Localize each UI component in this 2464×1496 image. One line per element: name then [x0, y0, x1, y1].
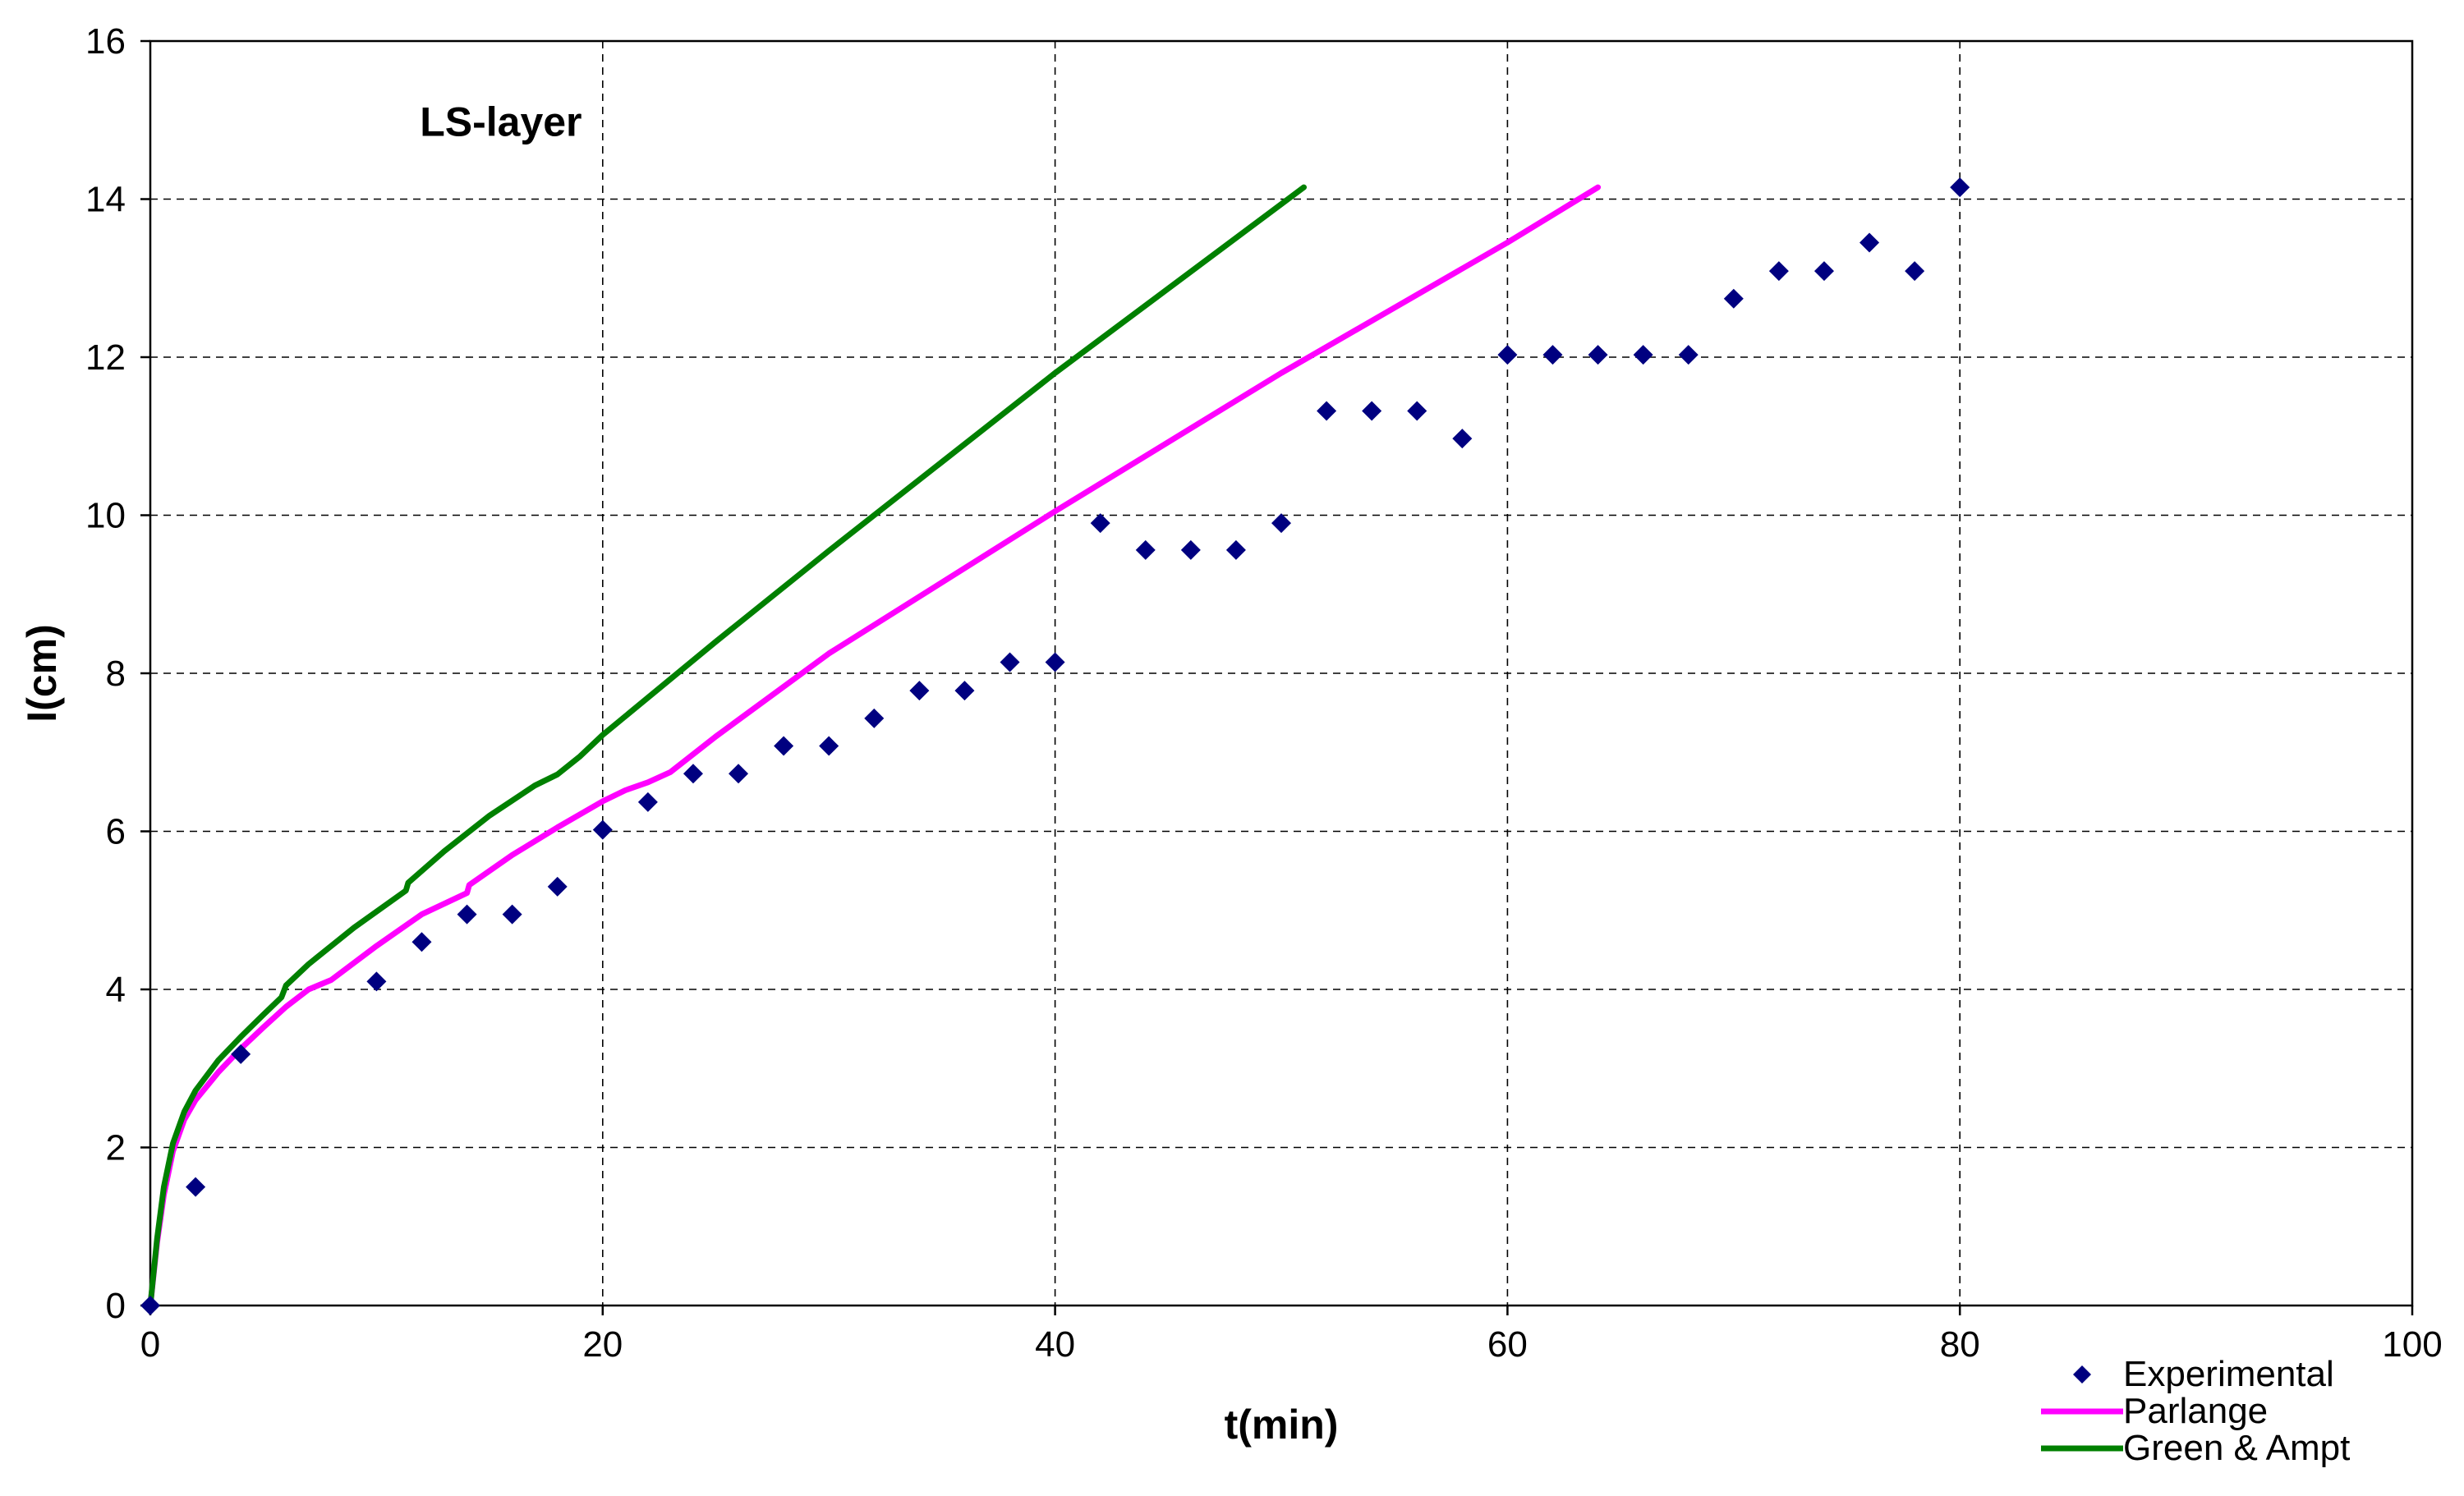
chart-annotation: LS-layer — [420, 99, 582, 145]
data-point-experimental — [774, 736, 794, 756]
data-point-experimental — [909, 681, 930, 701]
legend-label-green-ampt: Green & Ampt — [2123, 1428, 2350, 1468]
data-point-experimental — [954, 681, 975, 701]
data-point-experimental — [1497, 345, 1518, 365]
tick-labels: 0 2 4 6 8 10 12 14 16 0 20 40 60 80 100 — [85, 21, 2443, 1365]
data-point-experimental — [864, 708, 885, 728]
y-tick-label: 0 — [106, 1286, 126, 1326]
legend-label-parlange: Parlange — [2123, 1391, 2268, 1431]
y-tick-label: 4 — [106, 970, 126, 1010]
data-point-experimental — [1905, 261, 1925, 282]
data-point-experimental — [366, 971, 387, 992]
data-point-experimental — [1180, 539, 1201, 560]
data-point-experimental — [1950, 177, 1970, 198]
data-point-experimental — [1090, 513, 1110, 534]
x-tick-label: 40 — [1035, 1324, 1075, 1365]
data-point-experimental — [1407, 401, 1427, 421]
data-point-experimental — [1135, 539, 1156, 560]
data-point-experimental — [1362, 401, 1382, 421]
data-point-experimental — [1814, 261, 1834, 282]
x-axis-title: t(min) — [1225, 1402, 1339, 1448]
data-point-experimental — [1045, 652, 1065, 672]
data-point-experimental — [140, 1296, 160, 1315]
data-point-experimental — [592, 819, 613, 840]
data-point-experimental — [1678, 345, 1699, 365]
data-point-experimental — [1000, 652, 1020, 672]
y-tick-label: 10 — [85, 496, 126, 536]
data-point-experimental — [729, 764, 749, 784]
data-point-experimental — [1452, 429, 1473, 449]
y-tick-label: 12 — [85, 337, 126, 378]
data-point-experimental — [547, 876, 568, 897]
data-point-experimental — [1723, 288, 1744, 309]
x-tick-label: 20 — [582, 1324, 623, 1365]
y-axis-title: I(cm) — [19, 624, 65, 722]
legend-marker-experimental — [2073, 1365, 2091, 1384]
data-point-experimental — [1271, 513, 1291, 534]
data-point-experimental — [502, 904, 522, 925]
legend-label-experimental: Experimental — [2123, 1354, 2334, 1394]
data-point-experimental — [186, 1177, 206, 1197]
data-point-experimental — [411, 932, 432, 952]
x-tick-label: 80 — [1940, 1324, 1980, 1365]
y-tick-label: 8 — [106, 654, 126, 694]
data-point-experimental — [683, 764, 703, 784]
series-line-green-ampt — [147, 184, 1307, 1309]
data-point-experimental — [637, 792, 658, 812]
y-tick-label: 6 — [106, 812, 126, 852]
data-point-experimental — [1768, 261, 1789, 282]
x-tick-label: 0 — [140, 1324, 160, 1365]
y-tick-label: 2 — [106, 1128, 126, 1168]
data-point-experimental — [1317, 401, 1337, 421]
data-point-experimental — [1588, 345, 1608, 365]
data-point-experimental — [819, 736, 839, 756]
data-point-experimental — [1633, 345, 1653, 365]
data-point-experimental — [1542, 345, 1563, 365]
series-layer — [140, 177, 1970, 1315]
series-line-parlange — [147, 184, 1602, 1309]
grid-layer — [150, 41, 2412, 1306]
x-tick-label: 100 — [2382, 1324, 2442, 1365]
y-tick-label: 16 — [85, 21, 126, 62]
data-point-experimental — [1225, 539, 1246, 560]
x-tick-label: 60 — [1487, 1324, 1528, 1365]
data-point-experimental — [457, 904, 477, 925]
data-point-experimental — [231, 1044, 251, 1064]
data-point-experimental — [1859, 232, 1880, 253]
y-tick-label: 14 — [85, 180, 126, 220]
